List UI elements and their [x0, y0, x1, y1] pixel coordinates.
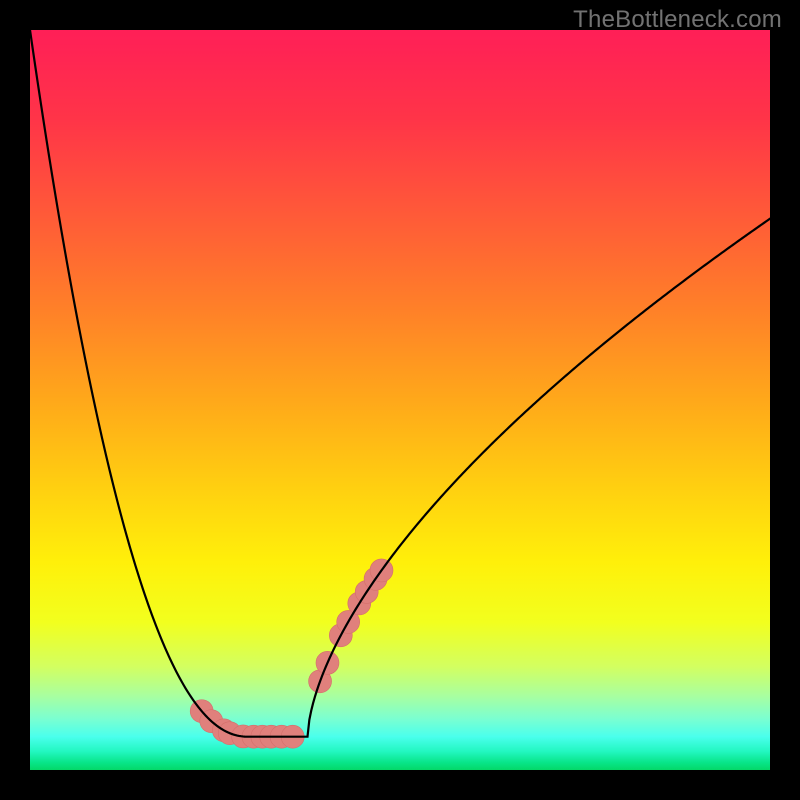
bottleneck-chart: [0, 0, 800, 800]
chart-background: [30, 30, 770, 770]
chart-frame: TheBottleneck.com: [0, 0, 800, 800]
watermark-text: TheBottleneck.com: [573, 6, 782, 34]
